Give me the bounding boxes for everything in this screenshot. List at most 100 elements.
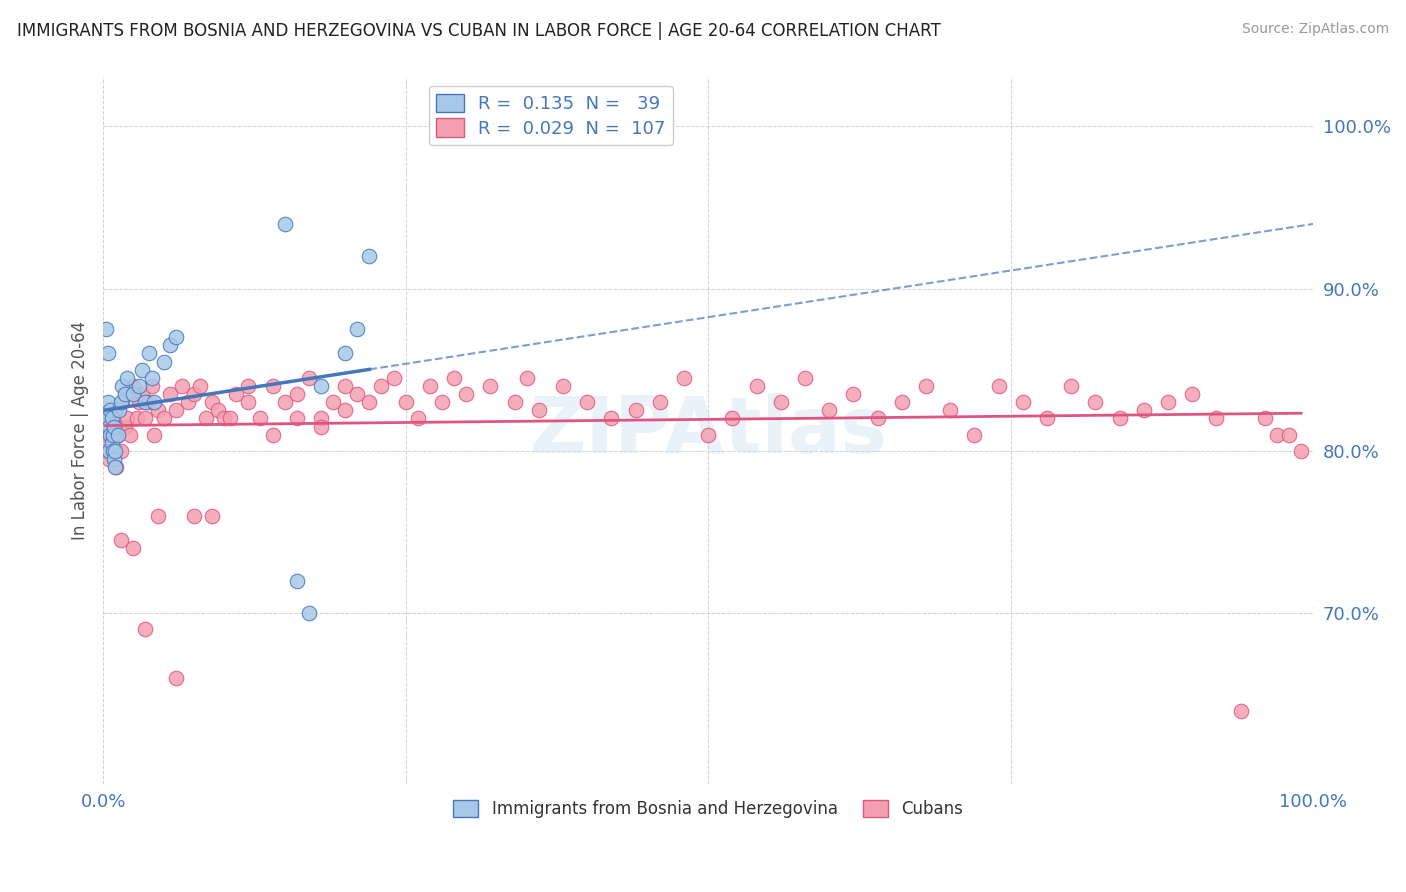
Point	[128, 395, 150, 409]
Point	[117, 411, 139, 425]
Point	[100, 411, 122, 425]
Point	[101, 443, 124, 458]
Point	[110, 533, 132, 548]
Point	[195, 411, 218, 425]
Point	[721, 411, 744, 425]
Point	[212, 411, 235, 425]
Point	[333, 346, 356, 360]
Point	[98, 452, 121, 467]
Point	[100, 427, 122, 442]
Text: IMMIGRANTS FROM BOSNIA AND HERZEGOVINA VS CUBAN IN LABOR FORCE | AGE 20-64 CORRE: IMMIGRANTS FROM BOSNIA AND HERZEGOVINA V…	[17, 22, 941, 40]
Point	[107, 427, 129, 442]
Point	[939, 403, 962, 417]
Point	[159, 338, 181, 352]
Point	[131, 387, 153, 401]
Point	[238, 379, 260, 393]
Point	[346, 387, 368, 401]
Point	[866, 411, 889, 425]
Point	[142, 427, 165, 442]
Point	[134, 395, 156, 409]
Point	[1229, 704, 1251, 718]
Point	[1133, 403, 1156, 417]
Point	[309, 419, 332, 434]
Point	[1157, 395, 1180, 409]
Point	[96, 411, 118, 425]
Point	[110, 443, 132, 458]
Point	[100, 403, 122, 417]
Point	[1265, 427, 1288, 442]
Point	[382, 371, 405, 385]
Point	[298, 606, 321, 620]
Point	[105, 460, 128, 475]
Point	[122, 379, 145, 393]
Point	[219, 411, 242, 425]
Point	[333, 379, 356, 393]
Point	[125, 411, 148, 425]
Point	[672, 371, 695, 385]
Point	[146, 403, 169, 417]
Point	[97, 346, 120, 360]
Point	[915, 379, 938, 393]
Point	[322, 395, 344, 409]
Point	[1278, 427, 1301, 442]
Point	[108, 419, 131, 434]
Point	[1060, 379, 1083, 393]
Point	[273, 395, 295, 409]
Point	[134, 623, 156, 637]
Point	[298, 371, 321, 385]
Point	[443, 371, 465, 385]
Point	[111, 395, 134, 409]
Point	[122, 541, 145, 556]
Point	[159, 387, 181, 401]
Point	[430, 395, 453, 409]
Point	[141, 371, 163, 385]
Point	[201, 508, 224, 523]
Point	[249, 411, 271, 425]
Point	[165, 330, 187, 344]
Point	[395, 395, 418, 409]
Point	[104, 443, 127, 458]
Point	[183, 387, 205, 401]
Point	[576, 395, 599, 409]
Point	[1036, 411, 1059, 425]
Point	[170, 379, 193, 393]
Point	[138, 395, 160, 409]
Point	[103, 452, 125, 467]
Point	[963, 427, 986, 442]
Text: ZIPAtlas: ZIPAtlas	[530, 392, 887, 468]
Point	[165, 403, 187, 417]
Point	[188, 379, 211, 393]
Point	[98, 419, 121, 434]
Point	[419, 379, 441, 393]
Point	[114, 419, 136, 434]
Point	[818, 403, 841, 417]
Point	[108, 403, 131, 417]
Point	[146, 508, 169, 523]
Point	[117, 371, 139, 385]
Point	[624, 403, 647, 417]
Point	[527, 403, 550, 417]
Point	[96, 427, 118, 442]
Point	[128, 379, 150, 393]
Point	[987, 379, 1010, 393]
Point	[152, 354, 174, 368]
Point	[1181, 387, 1204, 401]
Point	[359, 395, 381, 409]
Point	[122, 387, 145, 401]
Point	[1011, 395, 1033, 409]
Point	[94, 322, 117, 336]
Point	[479, 379, 502, 393]
Point	[600, 411, 623, 425]
Point	[1108, 411, 1130, 425]
Point	[1205, 411, 1227, 425]
Point	[201, 395, 224, 409]
Point	[110, 395, 132, 409]
Point	[370, 379, 392, 393]
Point	[183, 508, 205, 523]
Point	[98, 443, 121, 458]
Point	[769, 395, 792, 409]
Point	[262, 379, 284, 393]
Point	[309, 411, 332, 425]
Point	[97, 411, 120, 425]
Point	[103, 443, 125, 458]
